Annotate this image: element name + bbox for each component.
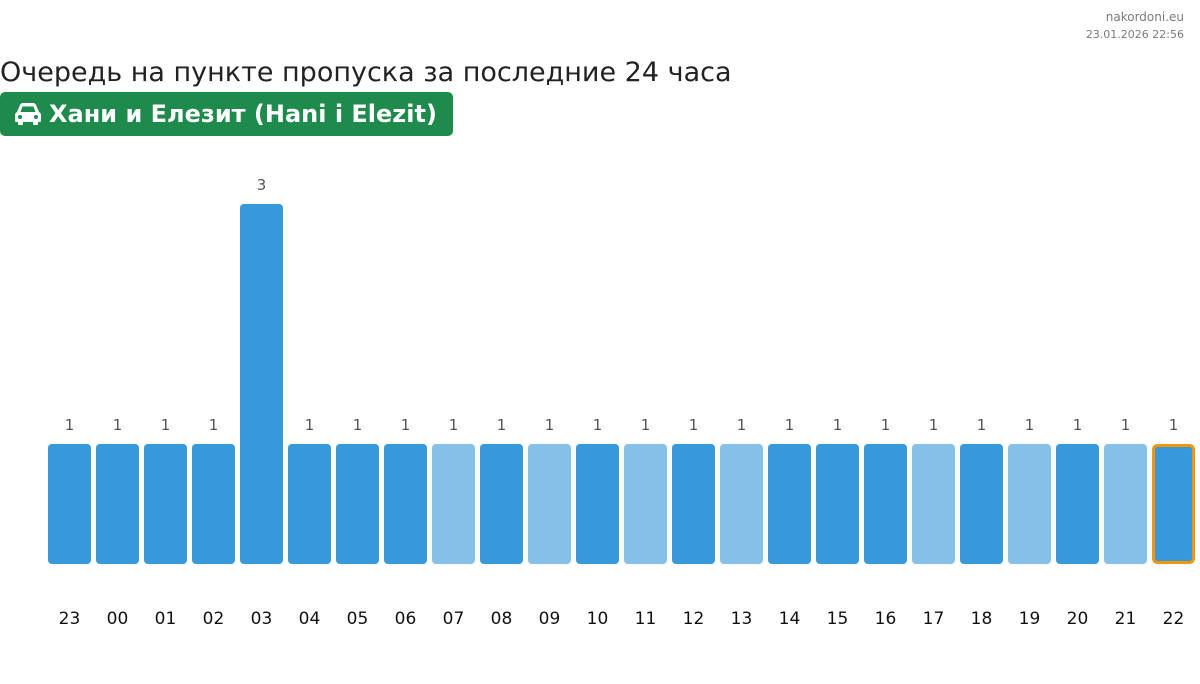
bar-value-label: 1 bbox=[737, 416, 747, 434]
bar bbox=[864, 444, 907, 564]
x-tick-label: 21 bbox=[1115, 609, 1137, 629]
x-tick-label: 15 bbox=[827, 609, 849, 629]
x-tick-label: 00 bbox=[107, 609, 129, 629]
x-tick-label: 23 bbox=[59, 609, 81, 629]
bar-value-label: 1 bbox=[401, 416, 411, 434]
x-tick-label: 10 bbox=[587, 609, 609, 629]
bar bbox=[528, 444, 571, 564]
x-tick-label: 06 bbox=[395, 609, 417, 629]
x-tick-label: 16 bbox=[875, 609, 897, 629]
page-title: Очередь на пункте пропуска за последние … bbox=[0, 57, 732, 88]
bar bbox=[720, 444, 763, 564]
bar bbox=[288, 444, 331, 564]
bar-value-label: 1 bbox=[161, 416, 171, 434]
bar bbox=[432, 444, 475, 564]
bar bbox=[1104, 444, 1147, 564]
x-tick-label: 03 bbox=[251, 609, 273, 629]
bar-value-label: 1 bbox=[1121, 416, 1131, 434]
bar-value-label: 1 bbox=[593, 416, 603, 434]
bar bbox=[480, 444, 523, 564]
site-meta: nakordoni.eu 23.01.2026 22:56 bbox=[1086, 9, 1184, 43]
car-icon bbox=[15, 103, 41, 125]
x-tick-label: 08 bbox=[491, 609, 513, 629]
x-tick-label: 20 bbox=[1067, 609, 1089, 629]
bar bbox=[96, 444, 139, 564]
bar-value-label: 1 bbox=[449, 416, 459, 434]
bar bbox=[672, 444, 715, 564]
bar-value-label: 1 bbox=[881, 416, 891, 434]
bar-value-label: 1 bbox=[209, 416, 219, 434]
bar-value-label: 1 bbox=[65, 416, 75, 434]
x-tick-label: 18 bbox=[971, 609, 993, 629]
bar-value-label: 1 bbox=[833, 416, 843, 434]
x-tick-label: 22 bbox=[1163, 609, 1185, 629]
bar bbox=[192, 444, 235, 564]
x-tick-label: 11 bbox=[635, 609, 657, 629]
checkpoint-name: Хани и Елезит (Hani i Elezit) bbox=[49, 100, 437, 128]
bar-value-label: 1 bbox=[1169, 416, 1179, 434]
bar bbox=[384, 444, 427, 564]
x-tick-label: 02 bbox=[203, 609, 225, 629]
x-tick-label: 14 bbox=[779, 609, 801, 629]
bar bbox=[1056, 444, 1099, 564]
bar bbox=[912, 444, 955, 564]
x-tick-label: 07 bbox=[443, 609, 465, 629]
bar-value-label: 3 bbox=[257, 176, 267, 194]
bar-value-label: 1 bbox=[545, 416, 555, 434]
bar bbox=[336, 444, 379, 564]
bar bbox=[960, 444, 1003, 564]
bar-value-label: 1 bbox=[785, 416, 795, 434]
bar bbox=[144, 444, 187, 564]
x-tick-label: 05 bbox=[347, 609, 369, 629]
bar bbox=[624, 444, 667, 564]
bar-value-label: 1 bbox=[497, 416, 507, 434]
x-tick-label: 13 bbox=[731, 609, 753, 629]
bar bbox=[576, 444, 619, 564]
bar-value-label: 1 bbox=[977, 416, 987, 434]
bar-value-label: 1 bbox=[1073, 416, 1083, 434]
bar bbox=[48, 444, 91, 564]
bar bbox=[816, 444, 859, 564]
site-name: nakordoni.eu bbox=[1105, 10, 1184, 24]
bar-value-label: 1 bbox=[641, 416, 651, 434]
bar bbox=[1008, 444, 1051, 564]
bar-value-label: 1 bbox=[113, 416, 123, 434]
x-tick-label: 19 bbox=[1019, 609, 1041, 629]
bar-value-label: 1 bbox=[689, 416, 699, 434]
bar-value-label: 1 bbox=[353, 416, 363, 434]
bar-value-label: 1 bbox=[305, 416, 315, 434]
bar bbox=[240, 204, 283, 564]
bar-value-label: 1 bbox=[1025, 416, 1035, 434]
x-tick-label: 04 bbox=[299, 609, 321, 629]
x-tick-label: 12 bbox=[683, 609, 705, 629]
timestamp: 23.01.2026 22:56 bbox=[1085, 28, 1184, 41]
bar-current-hour bbox=[1152, 444, 1195, 564]
x-tick-label: 09 bbox=[539, 609, 561, 629]
x-tick-label: 17 bbox=[923, 609, 945, 629]
checkpoint-badge: Хани и Елезит (Hani i Elezit) bbox=[0, 92, 453, 136]
x-tick-label: 01 bbox=[155, 609, 177, 629]
bar-value-label: 1 bbox=[929, 416, 939, 434]
bar bbox=[768, 444, 811, 564]
